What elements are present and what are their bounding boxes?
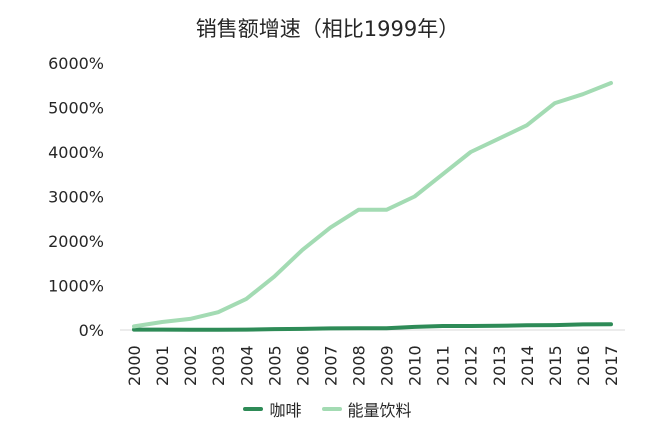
x-tick-label: 2001 — [153, 345, 172, 386]
series-line — [132, 81, 613, 329]
x-tick-label: 2008 — [349, 345, 368, 386]
x-tick-label: 2017 — [602, 345, 621, 386]
x-tick-label: 2015 — [546, 345, 565, 386]
x-tick-label: 2014 — [518, 345, 537, 386]
y-tick-label: 0% — [79, 321, 104, 340]
legend-swatch — [243, 407, 264, 411]
x-tick-label: 2000 — [125, 345, 144, 386]
y-tick-label: 3000% — [48, 188, 104, 207]
x-tick-label: 2009 — [378, 345, 397, 386]
chart-title: 销售额增速（相比1999年） — [195, 17, 460, 41]
x-tick-label: 2002 — [181, 345, 200, 386]
x-tick-label: 2007 — [321, 345, 340, 386]
x-tick-label: 2010 — [406, 345, 425, 386]
legend-label: 咖啡 — [269, 401, 302, 420]
x-tick-label: 2016 — [574, 345, 593, 386]
x-tick-label: 2006 — [293, 345, 312, 386]
x-tick-label: 2011 — [434, 345, 453, 386]
x-tick-label: 2013 — [490, 345, 509, 386]
y-tick-label: 1000% — [48, 277, 104, 296]
legend-label: 能量饮料 — [347, 401, 412, 420]
y-tick-label: 2000% — [48, 232, 104, 251]
x-tick-label: 2012 — [462, 345, 481, 386]
y-tick-label: 6000% — [48, 54, 104, 73]
x-tick-label: 2004 — [237, 345, 256, 386]
series-line — [132, 322, 613, 332]
y-tick-label: 4000% — [48, 143, 104, 162]
legend-item: 咖啡 — [243, 397, 302, 421]
y-tick-label: 5000% — [48, 99, 104, 118]
x-tick-label: 2005 — [265, 345, 284, 386]
legend-item: 能量饮料 — [321, 397, 412, 421]
legend-swatch — [321, 407, 342, 411]
legend: 咖啡 能量饮料 — [0, 397, 655, 421]
x-tick-label: 2003 — [209, 345, 228, 386]
